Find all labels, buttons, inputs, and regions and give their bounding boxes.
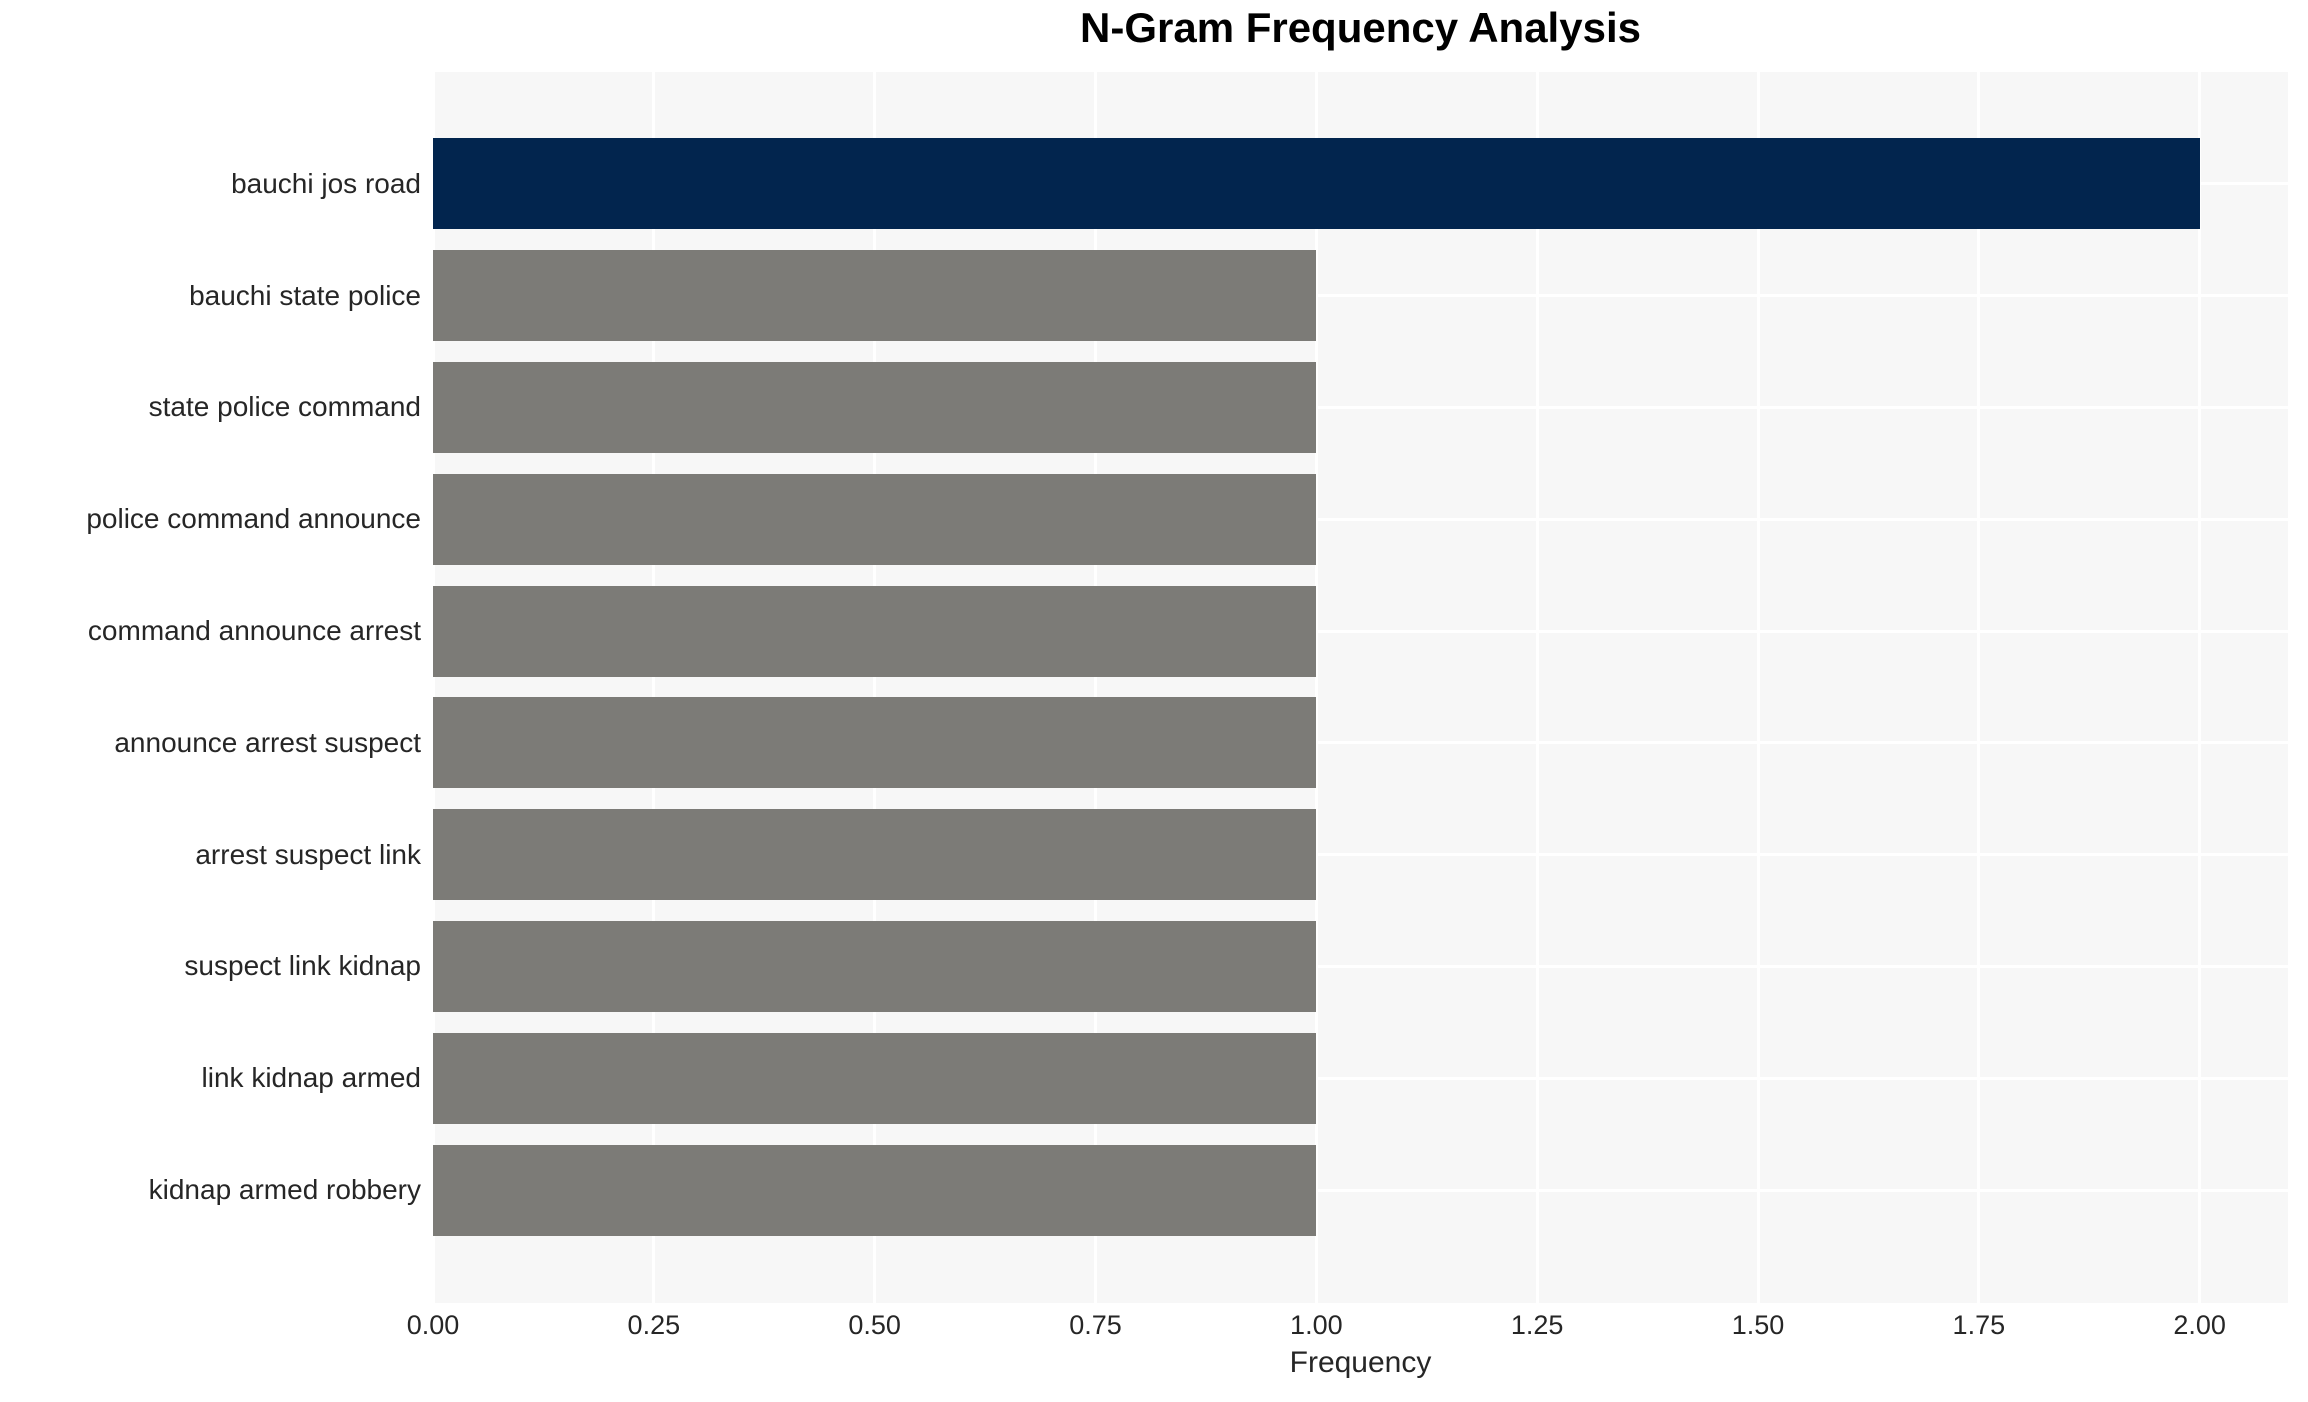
y-tick-label: police command announce (86, 503, 421, 535)
gridline-horizontal (433, 629, 2288, 633)
gridline-horizontal (433, 741, 2288, 745)
gridline-vertical (1535, 72, 1539, 1303)
bar-row (433, 240, 2288, 352)
bar-link-kidnap-armed (433, 1032, 1317, 1124)
plot-area (431, 72, 2288, 1303)
x-tick-label: 0.25 (627, 1310, 681, 1340)
y-tick-label: arrest suspect link (195, 838, 421, 870)
gridline-horizontal (433, 1076, 2288, 1080)
y-tick-label: link kidnap armed (201, 1062, 421, 1094)
x-tick-label: 2.00 (2173, 1310, 2226, 1340)
gridline-vertical (1314, 72, 1318, 1303)
bars-layer (433, 128, 2288, 1246)
y-tick-label: state police command (148, 391, 421, 423)
gridline-vertical (1094, 72, 1097, 1303)
gridline-horizontal (433, 1188, 2288, 1192)
gridline-horizontal (433, 517, 2288, 521)
gridline-vertical (431, 72, 435, 1303)
x-tick-label: 1.00 (1290, 1310, 1343, 1340)
x-tick-label: 0.00 (406, 1310, 460, 1340)
bar-row (433, 1134, 2288, 1246)
bar-row (433, 799, 2288, 911)
y-tick-label: bauchi jos road (231, 167, 421, 199)
bar-row (433, 463, 2288, 575)
bar-kidnap-armed-robbery (433, 1144, 1317, 1236)
gridline-vertical (873, 72, 877, 1303)
gridline-vertical (652, 72, 656, 1303)
y-tick-label: kidnap armed robbery (148, 1174, 421, 1206)
bar-bauchi-state-police (433, 250, 1317, 342)
bar-bauchi-jos-road (433, 138, 2200, 230)
y-axis-labels: bauchi jos road bauchi state police state … (0, 128, 421, 1246)
x-tick-label: 0.50 (848, 1310, 901, 1340)
gridline-vertical (1756, 72, 1760, 1303)
bar-row (433, 575, 2288, 687)
gridline-horizontal (433, 294, 2288, 298)
bar-announce-arrest-suspect (433, 697, 1317, 789)
x-tick-label: 1.50 (1731, 1310, 1785, 1340)
bar-row (433, 128, 2288, 240)
bar-command-announce-arrest (433, 585, 1317, 677)
x-tick-label: 0.75 (1069, 1310, 1122, 1340)
gridline-horizontal (433, 853, 2288, 857)
bar-state-police-command (433, 361, 1317, 453)
vertical-gridlines-layer (431, 72, 2288, 1303)
y-tick-label: announce arrest suspect (114, 726, 421, 758)
gridline-vertical (1977, 72, 1981, 1303)
bar-arrest-suspect-link (433, 809, 1317, 901)
gridline-horizontal (433, 405, 2288, 409)
bar-row (433, 687, 2288, 799)
chart-title: N-Gram Frequency Analysis (1080, 4, 1641, 51)
x-tick-label: 1.25 (1510, 1310, 1564, 1340)
x-axis-ticks: 0.00 0.25 0.50 0.75 1.00 1.25 1.50 1.75 2.00 (407, 1310, 2288, 1346)
gridline-horizontal (433, 964, 2288, 968)
gridline-vertical (2198, 72, 2202, 1303)
bar-row (433, 1022, 2288, 1134)
x-tick-label: 1.75 (1952, 1310, 2006, 1340)
x-axis-title: Frequency (1289, 1346, 1432, 1379)
bar-row (433, 911, 2288, 1023)
y-tick-label: suspect link kidnap (184, 950, 421, 982)
y-tick-label: bauchi state police (189, 279, 421, 311)
bar-suspect-link-kidnap (433, 920, 1317, 1012)
y-tick-label: command announce arrest (87, 615, 421, 647)
bar-police-command-announce (433, 473, 1317, 565)
bar-row (433, 352, 2288, 464)
